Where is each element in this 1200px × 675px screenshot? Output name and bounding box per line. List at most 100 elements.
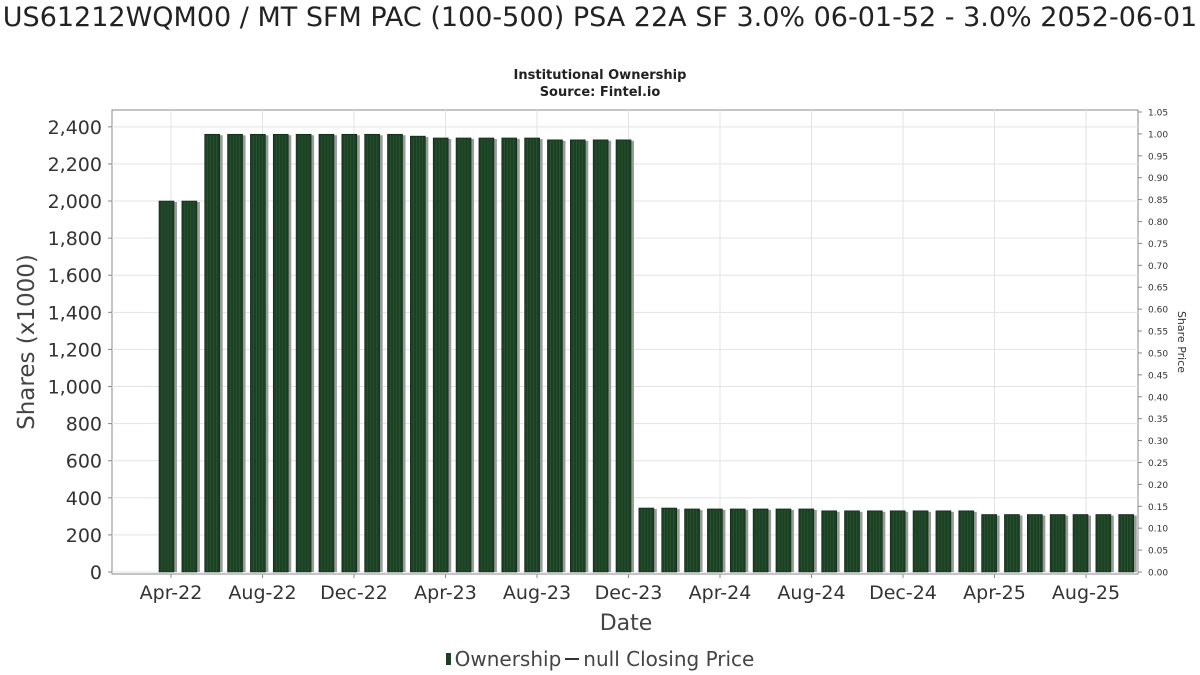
bar (341, 133, 358, 573)
bar (615, 139, 632, 573)
x-tick-label: Aug-24 (777, 582, 845, 604)
y2-tick-label: 0.30 (1148, 437, 1168, 447)
y-tick-label: 1,600 (48, 265, 102, 287)
y-tick-label: 1,800 (48, 228, 102, 250)
bar (1072, 514, 1089, 573)
bar (889, 510, 906, 573)
bar (547, 139, 563, 573)
x-tick-label: Dec-24 (869, 582, 937, 604)
bar (181, 200, 198, 573)
y2-tick-label: 0.05 (1148, 547, 1168, 557)
x-axis-ticks: Apr-22 Aug-22 Dec-22 Apr-23 Aug-23 Dec-23 Apr-… (140, 574, 1120, 604)
y-tick-label: 0 (90, 562, 102, 584)
y2-tick-label: 0.35 (1148, 415, 1168, 425)
bar (478, 137, 495, 573)
legend-price-swatch (565, 657, 580, 660)
bar (432, 137, 449, 573)
bar (821, 510, 837, 573)
y-axis-label: Shares (x1000) (14, 254, 40, 430)
y2-tick-label: 0.50 (1148, 349, 1168, 359)
y2-axis-label: Share Price (1175, 311, 1188, 373)
y2-tick-label: 0.60 (1148, 306, 1168, 316)
bar (798, 508, 815, 573)
y2-tick-label: 0.90 (1148, 174, 1168, 184)
y-tick-label: 2,000 (48, 191, 102, 213)
bars (158, 133, 1137, 573)
x-tick-label: Apr-25 (963, 582, 1026, 604)
bar (158, 200, 175, 573)
y2-tick-label: 0.00 (1148, 569, 1168, 579)
x-tick-label: Aug-25 (1052, 582, 1120, 604)
bar (638, 507, 655, 573)
bar (775, 508, 792, 573)
bar (387, 133, 403, 573)
y2-tick-label: 0.15 (1148, 503, 1168, 513)
bar (1027, 514, 1043, 573)
bar (569, 139, 586, 573)
bar (318, 133, 335, 573)
x-tick-label: Dec-23 (595, 582, 663, 604)
bar (204, 133, 220, 573)
y2-tick-label: 0.80 (1148, 218, 1168, 228)
bar (1118, 514, 1134, 573)
y2-axis-ticks: 0.00 0.05 0.10 0.15 0.20 0.25 0.30 0.35 0.40 0.45… (1138, 109, 1168, 579)
bar (250, 133, 266, 573)
y-tick-label: 600 (66, 451, 102, 473)
y2-tick-label: 1.00 (1148, 130, 1168, 140)
bar (707, 508, 723, 573)
bar (1004, 514, 1020, 573)
y2-tick-label: 0.65 (1148, 284, 1168, 294)
bar (295, 133, 312, 573)
chart-subtitle: Institutional Ownership (513, 68, 687, 83)
legend-ownership-swatch (445, 652, 451, 665)
bar (524, 137, 540, 573)
bar (867, 510, 883, 573)
legend: Ownership null Closing Price (0, 647, 1200, 671)
bar (958, 510, 975, 573)
y2-tick-label: 0.75 (1148, 240, 1168, 250)
y2-tick-label: 0.95 (1148, 152, 1168, 162)
y2-tick-label: 0.70 (1148, 262, 1168, 272)
bar (752, 508, 769, 573)
y-tick-label: 1,000 (48, 377, 102, 399)
bar (272, 133, 289, 573)
y2-tick-label: 0.20 (1148, 481, 1168, 491)
x-tick-label: Apr-24 (689, 582, 752, 604)
x-tick-label: Dec-22 (320, 582, 388, 604)
y2-tick-label: 0.45 (1148, 371, 1168, 381)
bar (844, 510, 860, 573)
x-tick-label: Apr-22 (140, 582, 203, 604)
y2-tick-label: 0.40 (1148, 393, 1168, 403)
y2-tick-label: 0.25 (1148, 459, 1168, 469)
y-tick-label: 200 (66, 525, 102, 547)
y-tick-label: 2,400 (48, 117, 102, 139)
bar (501, 137, 518, 573)
bar (661, 507, 678, 573)
bar (684, 508, 700, 573)
bar (1095, 514, 1112, 573)
y-tick-label: 400 (66, 488, 102, 510)
x-tick-label: Aug-23 (503, 582, 571, 604)
y2-tick-label: 0.55 (1148, 328, 1168, 338)
chart-source: Source: Fintel.io (539, 85, 661, 100)
x-tick-label: Aug-22 (228, 582, 296, 604)
legend-ownership-label: Ownership (454, 647, 562, 671)
bar (410, 135, 426, 573)
y-tick-label: 1,200 (48, 339, 102, 361)
x-tick-label: Apr-23 (414, 582, 477, 604)
y-axis-ticks: 0 200 400 600 800 1,000 1,200 1,400 1,600 1,800 2,… (48, 117, 112, 584)
legend-price-label: null Closing Price (583, 647, 755, 671)
y-tick-label: 2,200 (48, 154, 102, 176)
y-tick-label: 1,400 (48, 302, 102, 324)
bar (935, 510, 952, 573)
y2-tick-label: 0.10 (1148, 525, 1168, 535)
x-axis-label: Date (600, 611, 653, 636)
bar (912, 510, 929, 573)
bar (364, 133, 380, 573)
chart-title: US61212WQM00 / MT SFM PAC (100-500) PSA … (2, 2, 1198, 33)
bar (1049, 514, 1066, 573)
bar (227, 133, 243, 573)
y2-tick-label: 1.05 (1148, 109, 1168, 119)
bar (455, 137, 472, 573)
